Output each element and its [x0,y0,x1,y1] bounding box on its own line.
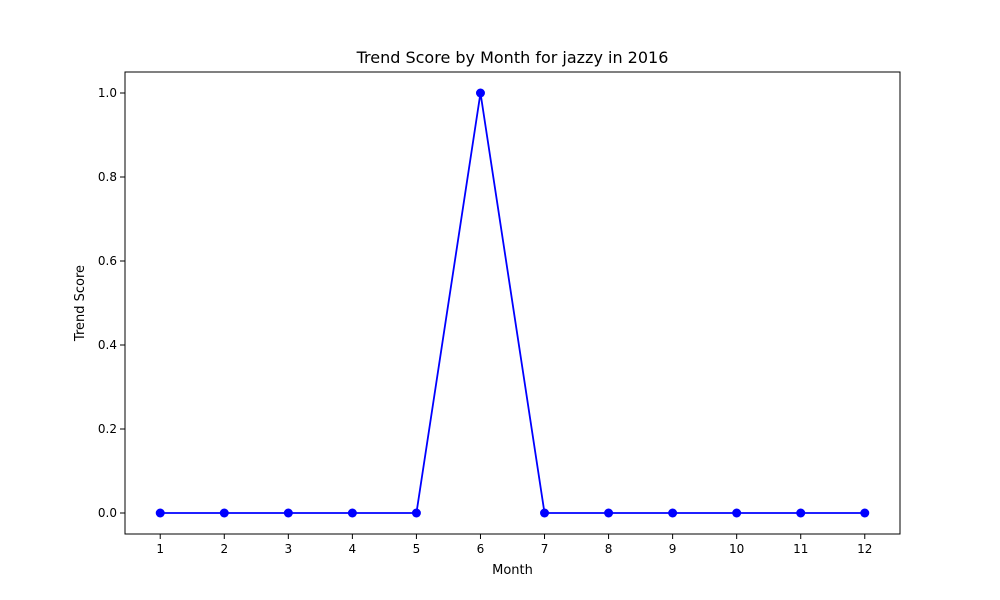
y-ticks: 0.0 0.2 0.4 0.6 0.8 1.0 [98,86,125,520]
data-point-marker [411,508,421,518]
x-tick-label: 9 [669,542,677,556]
series-line [160,92,865,514]
plot-series [155,88,870,518]
data-point-marker [540,508,550,518]
x-axis-label: Month [492,563,533,578]
y-tick-label: 0.0 [98,506,117,520]
x-tick-label: 2 [220,542,228,556]
x-tick-label: 12 [857,542,872,556]
x-tick-label: 7 [541,542,549,556]
data-point-marker [796,508,806,518]
x-tick-label: 5 [413,542,421,556]
data-point-marker [283,508,293,518]
data-point-marker [155,508,165,518]
data-point-marker [668,508,678,518]
y-tick-label: 0.6 [98,254,117,268]
x-tick-label: 4 [349,542,357,556]
y-tick-label: 1.0 [98,86,117,100]
x-tick-label: 8 [605,542,613,556]
x-tick-label: 11 [793,542,808,556]
chart-title: Trend Score by Month for jazzy in 2016 [356,48,669,67]
y-tick-label: 0.4 [98,338,117,352]
y-tick-label: 0.2 [98,422,117,436]
data-point-marker [604,508,614,518]
x-ticks: 1 2 3 4 5 6 7 8 9 10 11 12 [156,534,872,556]
data-point-marker [860,508,870,518]
x-tick-label: 6 [477,542,485,556]
data-point-marker [475,88,485,98]
x-tick-label: 10 [729,542,744,556]
data-point-marker [219,508,229,518]
x-tick-label: 3 [285,542,293,556]
plot-area-frame [124,71,901,535]
y-tick-label: 0.8 [98,170,117,184]
data-point-marker [347,508,357,518]
y-axis-label: Trend Score [73,265,88,342]
x-tick-label: 1 [156,542,164,556]
data-point-marker [732,508,742,518]
